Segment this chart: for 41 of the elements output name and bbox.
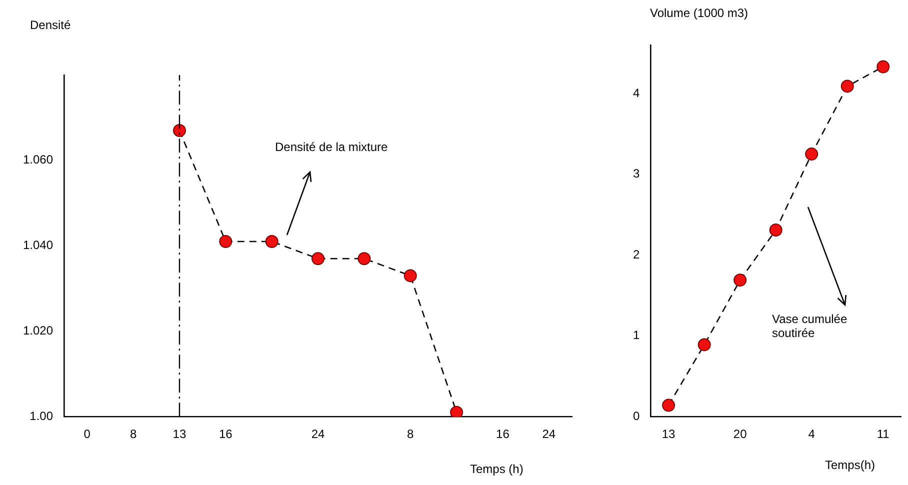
y-axis-title: Densité xyxy=(30,18,71,32)
x-tick-label: 0 xyxy=(84,427,91,442)
annotation: Vase cumulée soutirée xyxy=(772,312,848,340)
y-tick-label: 4 xyxy=(632,86,640,100)
x-axis-title: Temps (h) xyxy=(470,462,524,476)
x-tick-label: 8 xyxy=(407,427,414,442)
point xyxy=(450,406,464,417)
y-tick-label: 1.040 xyxy=(23,238,54,252)
x-tick-label: 11 xyxy=(876,427,890,442)
y-tick-label: 3 xyxy=(632,166,640,181)
y-tick-label: 1.00 xyxy=(30,408,54,423)
y-axis-title: Volume (1000 m3) xyxy=(650,6,748,20)
y-tick-label: 1 xyxy=(632,328,640,342)
x-tick-label: 16 xyxy=(218,427,233,442)
y-tick-label: 1.060 xyxy=(23,152,54,167)
y-tick-label: 1.020 xyxy=(23,324,54,338)
x-tick-label: 4 xyxy=(808,427,816,442)
point xyxy=(662,398,676,412)
y-tick-label: 2 xyxy=(632,247,640,262)
x-tick-label: 13 xyxy=(662,427,676,442)
x-tick-label: 24 xyxy=(311,427,326,442)
point xyxy=(734,274,747,287)
point xyxy=(769,223,782,236)
x-tick-label: 13 xyxy=(172,427,186,442)
x-axis-title: Temps(h) xyxy=(825,458,876,472)
point xyxy=(265,235,278,248)
point xyxy=(358,252,371,266)
point xyxy=(219,235,232,248)
point xyxy=(172,124,186,138)
x-tick-label: 16 xyxy=(496,427,510,442)
point xyxy=(698,338,711,352)
point xyxy=(876,60,890,74)
x-tick-label: 24 xyxy=(542,427,556,442)
point xyxy=(312,252,325,266)
point xyxy=(404,269,417,282)
y-tick-label: 0 xyxy=(632,408,640,423)
point xyxy=(840,80,854,93)
point xyxy=(805,148,818,161)
x-tick-label: 20 xyxy=(733,427,748,442)
x-tick-label: 8 xyxy=(130,427,137,442)
annotation: Densité de la mixture xyxy=(275,140,389,154)
